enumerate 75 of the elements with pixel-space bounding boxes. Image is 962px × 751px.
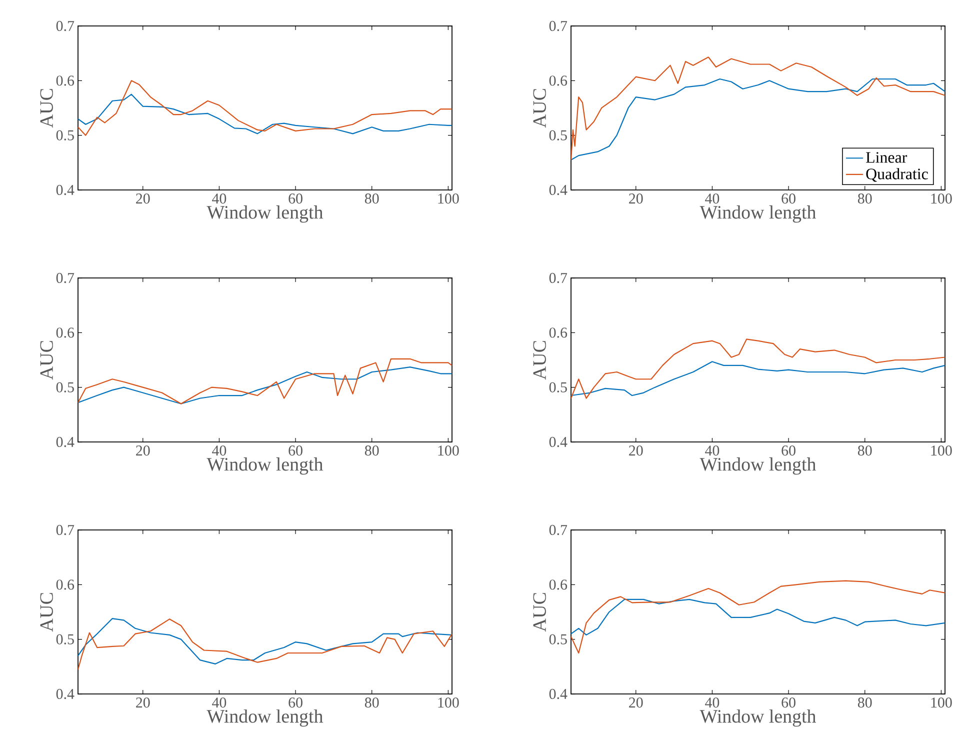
y-tick-label: 0.4 bbox=[56, 184, 74, 196]
x-axis-title: Window length bbox=[700, 457, 816, 475]
y-axis-title: AUC bbox=[533, 341, 546, 380]
x-tick-label: 100 bbox=[438, 194, 459, 204]
y-axis-title: AUC bbox=[533, 593, 546, 632]
y-tick-label: 0.6 bbox=[549, 76, 568, 86]
x-tick-label: 20 bbox=[629, 446, 643, 456]
line-series bbox=[571, 580, 946, 654]
x-tick-label: 40 bbox=[705, 194, 720, 204]
y-tick-label: 0.7 bbox=[56, 20, 74, 32]
y-tick-label: 0.5 bbox=[56, 634, 74, 644]
y-tick-label: 0.4 bbox=[56, 436, 74, 448]
x-tick-label: 40 bbox=[212, 446, 226, 456]
x-axis-title: Window length bbox=[206, 709, 323, 727]
x-tick-label: 60 bbox=[288, 194, 302, 204]
y-tick-label: 0.5 bbox=[56, 130, 74, 140]
y-axis-title: AUC bbox=[40, 593, 53, 632]
y-axis-title: AUC bbox=[40, 341, 53, 380]
y-tick-label: 0.7 bbox=[549, 272, 568, 284]
y-tick-label: 0.5 bbox=[549, 130, 567, 140]
x-tick-label: 80 bbox=[364, 698, 379, 708]
line-series bbox=[78, 94, 452, 134]
x-axis-title: Window length bbox=[206, 457, 323, 475]
y-tick-label: 0.6 bbox=[56, 580, 74, 590]
x-axis-title: Window length bbox=[206, 205, 323, 223]
x-tick-label: 100 bbox=[931, 194, 952, 204]
y-axis-title: AUC bbox=[533, 89, 546, 128]
x-tick-label: 60 bbox=[782, 194, 796, 204]
x-tick-label: 20 bbox=[136, 194, 150, 204]
y-tick-label: 0.6 bbox=[549, 580, 568, 590]
line-series bbox=[78, 358, 452, 404]
y-tick-label: 0.6 bbox=[549, 328, 568, 338]
x-tick-label: 20 bbox=[136, 698, 150, 708]
y-tick-label: 0.5 bbox=[549, 634, 567, 644]
x-tick-label: 40 bbox=[212, 194, 226, 204]
x-tick-label: 40 bbox=[705, 698, 720, 708]
x-tick-label: 100 bbox=[438, 446, 459, 456]
y-tick-label: 0.7 bbox=[56, 524, 74, 536]
x-tick-label: 60 bbox=[782, 446, 796, 456]
x-tick-label: 20 bbox=[629, 698, 643, 708]
y-axis-title: AUC bbox=[40, 89, 53, 128]
y-tick-label: 0.7 bbox=[549, 524, 568, 536]
x-tick-label: 60 bbox=[782, 698, 796, 708]
x-tick-label: 80 bbox=[858, 698, 872, 708]
y-tick-label: 0.7 bbox=[56, 272, 74, 284]
x-tick-label: 60 bbox=[288, 698, 302, 708]
y-tick-label: 0.7 bbox=[549, 20, 568, 32]
x-tick-label: 20 bbox=[629, 194, 643, 204]
line-series bbox=[571, 598, 946, 636]
x-tick-label: 40 bbox=[705, 446, 720, 456]
line-series bbox=[78, 366, 452, 404]
line-series bbox=[78, 80, 452, 136]
x-tick-label: 80 bbox=[364, 194, 379, 204]
y-tick-label: 0.6 bbox=[56, 76, 74, 86]
x-tick-label: 80 bbox=[858, 194, 872, 204]
y-tick-label: 0.5 bbox=[56, 382, 74, 392]
y-tick-label: 0.4 bbox=[56, 688, 74, 700]
legend-label: Linear bbox=[866, 152, 908, 163]
x-tick-label: 80 bbox=[858, 446, 872, 456]
y-tick-label: 0.5 bbox=[549, 382, 567, 392]
x-tick-label: 20 bbox=[136, 446, 150, 456]
legend-label: Quadratic bbox=[866, 168, 928, 182]
line-series bbox=[571, 338, 946, 399]
y-tick-label: 0.6 bbox=[56, 328, 74, 338]
x-tick-label: 100 bbox=[438, 698, 459, 708]
x-tick-label: 100 bbox=[931, 698, 952, 708]
y-tick-label: 0.4 bbox=[549, 436, 568, 448]
x-tick-label: 60 bbox=[288, 446, 302, 456]
x-tick-label: 80 bbox=[364, 446, 379, 456]
x-axis-title: Window length bbox=[700, 709, 816, 727]
x-axis-title: Window length bbox=[700, 205, 816, 223]
y-tick-label: 0.4 bbox=[549, 688, 568, 700]
x-tick-label: 100 bbox=[931, 446, 952, 456]
y-tick-label: 0.4 bbox=[549, 184, 568, 196]
x-tick-label: 40 bbox=[212, 698, 226, 708]
